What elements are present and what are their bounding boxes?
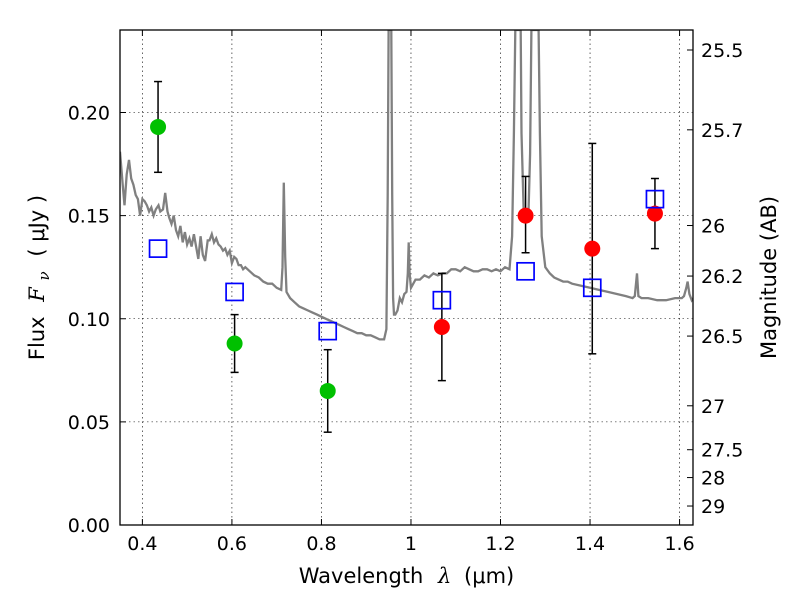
model-photometry-square: [432, 290, 452, 310]
x-tick-label: 0.8: [306, 533, 336, 555]
model-photometry-square: [148, 239, 168, 258]
x-tick-label: 1: [405, 533, 417, 555]
y2-tick-label: 29: [701, 496, 725, 518]
red-data-point: [433, 319, 450, 335]
y2-tick-label: 27: [701, 396, 725, 418]
y-tick-label: 0.10: [68, 309, 110, 331]
y2-tick-label: 28: [701, 468, 725, 490]
y2-tick-label: 26: [701, 216, 725, 238]
y-tick-label: 0.20: [68, 103, 110, 125]
plot-frame: [119, 29, 694, 526]
y2-tick-label: 25.7: [701, 120, 743, 142]
x-tick-label: 1.4: [575, 533, 605, 555]
green-data-point: [319, 382, 336, 399]
model-photometry-square: [318, 321, 338, 341]
axis-ticks: 0.4 0.6 0.8 1 1.2 1.4 1.6 0.00 0.05 0.10 0.15 0.20 2…: [68, 30, 743, 555]
red-data-point: [584, 240, 601, 257]
green-data-point: [150, 118, 167, 135]
x-axis-label: Wavelength λ (μm): [299, 564, 514, 588]
red-data-point: [646, 205, 663, 222]
red-data-point: [517, 207, 534, 224]
y2-tick-label: 26.5: [701, 326, 743, 348]
y2-axis-label: Magnitude (AB): [757, 196, 781, 359]
model-photometry-square: [516, 261, 535, 281]
y-tick-label: 0.00: [68, 515, 110, 537]
model-photometry-square: [645, 189, 665, 209]
model-spectrum: [120, 30, 693, 341]
y2-tick-label: 26.2: [701, 266, 743, 288]
model-photometry-square: [225, 282, 244, 302]
y-tick-label: 0.05: [68, 412, 110, 434]
photometry-points: [148, 80, 665, 433]
x-tick-label: 1.2: [485, 533, 515, 555]
model-photometry-square: [582, 278, 602, 298]
y-axis-label: Flux F ν ( μJy ): [25, 195, 54, 360]
green-data-point: [226, 335, 243, 352]
model-spectrum-line: [120, 30, 693, 341]
x-tick-label: 0.4: [127, 533, 157, 555]
y2-tick-label: 25.5: [701, 40, 743, 62]
y2-tick-label: 27.5: [701, 440, 743, 462]
x-tick-label: 1.6: [664, 533, 694, 555]
y-tick-label: 0.15: [68, 206, 110, 228]
x-tick-label: 0.6: [217, 533, 247, 555]
